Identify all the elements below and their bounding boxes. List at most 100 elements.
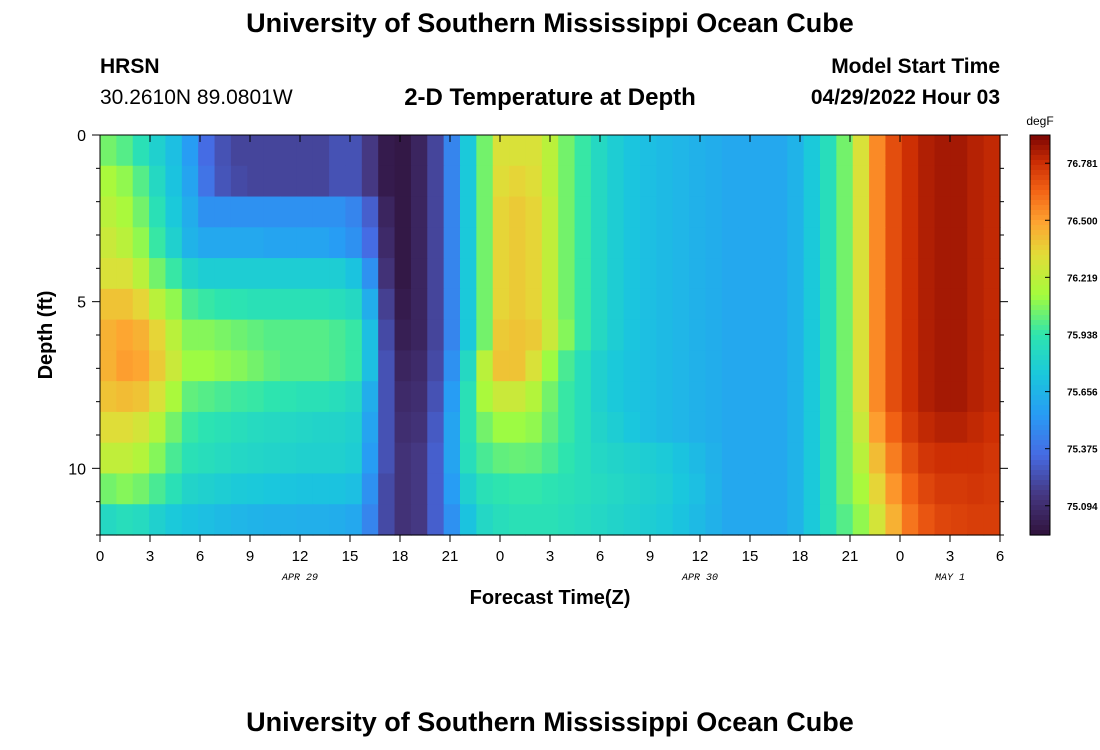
heatmap-cell (541, 442, 559, 475)
heatmap-cell (934, 288, 952, 321)
heatmap-cell (754, 411, 772, 444)
heatmap-cell (574, 319, 592, 351)
colorbar-segment (1030, 350, 1050, 356)
heatmap-cell (329, 411, 347, 444)
heatmap-cell (607, 473, 625, 505)
heatmap-cell (132, 442, 150, 475)
heatmap-cell (787, 350, 805, 382)
heatmap-cell (901, 196, 919, 228)
heatmap-cell (525, 381, 543, 413)
heatmap-cell (361, 411, 379, 444)
colorbar-frame (1029, 134, 1051, 536)
date-label: APR 30 (681, 573, 718, 584)
heatmap-cell (247, 504, 265, 536)
date-label: MAY 1 (935, 573, 965, 584)
station-id: HRSN (100, 55, 160, 78)
heatmap-cell (754, 227, 772, 259)
heatmap-cell (885, 442, 903, 475)
heatmap-cell (885, 196, 903, 228)
heatmap-cell (934, 473, 952, 505)
model-start-label: Model Start Time (831, 55, 1000, 78)
colorbar-tick-label: 76.219 (1067, 273, 1098, 284)
heatmap-cell (460, 473, 477, 505)
colorbar-segment (1030, 520, 1050, 526)
heatmap-cell (672, 258, 690, 290)
heatmap-cell (787, 258, 805, 290)
heatmap-cell (165, 135, 183, 167)
heatmap-cell (869, 227, 887, 259)
colorbar-segment (1030, 505, 1050, 511)
heatmap-cell (443, 135, 461, 167)
heatmap-cell (509, 504, 527, 536)
heatmap-cell (100, 504, 117, 536)
heatmap-cell (214, 442, 232, 475)
heatmap-cell (721, 442, 739, 475)
heatmap-cell (181, 288, 199, 321)
heatmap-cell (770, 288, 788, 321)
heatmap-cell (230, 381, 248, 413)
heatmap-cell (885, 381, 903, 413)
heatmap-cell (345, 442, 363, 475)
heatmap-cell (149, 165, 167, 198)
heatmap-cell (263, 473, 281, 505)
heatmap-cell (509, 381, 527, 413)
colorbar-segment (1030, 400, 1050, 406)
heatmap-cell (100, 442, 117, 475)
heatmap-cell (803, 258, 821, 290)
heatmap-cell (705, 288, 723, 321)
heatmap-cell (689, 442, 707, 475)
heatmap-cell (918, 411, 936, 444)
heatmap-cell (263, 258, 281, 290)
heatmap-cell (345, 319, 363, 351)
heatmap-cell (427, 442, 445, 475)
heatmap-cell (394, 165, 412, 198)
heatmap-cell (247, 227, 265, 259)
colorbar-segment (1030, 460, 1050, 466)
heatmap-cell (443, 196, 461, 228)
heatmap-cell (100, 196, 117, 228)
heatmap-cell (869, 196, 887, 228)
heatmap-cell (460, 381, 477, 413)
heatmap-cell (525, 411, 543, 444)
heatmap-cell (558, 196, 576, 228)
heatmap-cell (165, 165, 183, 198)
heatmap-cell (705, 381, 723, 413)
heatmap-cell (640, 227, 657, 259)
heatmap-cell (296, 196, 314, 228)
heatmap-cell (901, 135, 919, 167)
heatmap-cell (950, 473, 968, 505)
heatmap-cell (280, 258, 297, 290)
x-tick-label: 15 (342, 548, 359, 565)
heatmap-cell (116, 504, 134, 536)
colorbar-segment (1030, 180, 1050, 186)
colorbar-tick-label: 76.500 (1067, 216, 1098, 227)
heatmap-cell (901, 350, 919, 382)
colorbar-segment (1030, 470, 1050, 476)
heatmap-cell (247, 381, 265, 413)
heatmap-cell (230, 288, 248, 321)
y-tick-label: 5 (77, 295, 86, 312)
heatmap-cell (901, 288, 919, 321)
heatmap-cell (460, 165, 477, 198)
heatmap-cell (558, 473, 576, 505)
x-tick-label: 0 (896, 548, 904, 565)
heatmap-cell (656, 288, 674, 321)
heatmap-cell (132, 288, 150, 321)
heatmap-cell (574, 258, 592, 290)
heatmap-cell (410, 258, 428, 290)
colorbar-segment (1030, 155, 1050, 161)
heatmap-cell (394, 473, 412, 505)
heatmap-cell (787, 196, 805, 228)
heatmap-cell (721, 258, 739, 290)
heatmap-cell (443, 319, 461, 351)
heatmap-cell (738, 258, 756, 290)
heatmap-cell (672, 135, 690, 167)
heatmap-cell (885, 504, 903, 536)
heatmap-cell (574, 196, 592, 228)
heatmap-cell (689, 411, 707, 444)
heatmap-cell (476, 473, 494, 505)
heatmap-cell (967, 135, 985, 167)
heatmap-cell (689, 258, 707, 290)
heatmap-cell (345, 258, 363, 290)
heatmap-cell (394, 196, 412, 228)
